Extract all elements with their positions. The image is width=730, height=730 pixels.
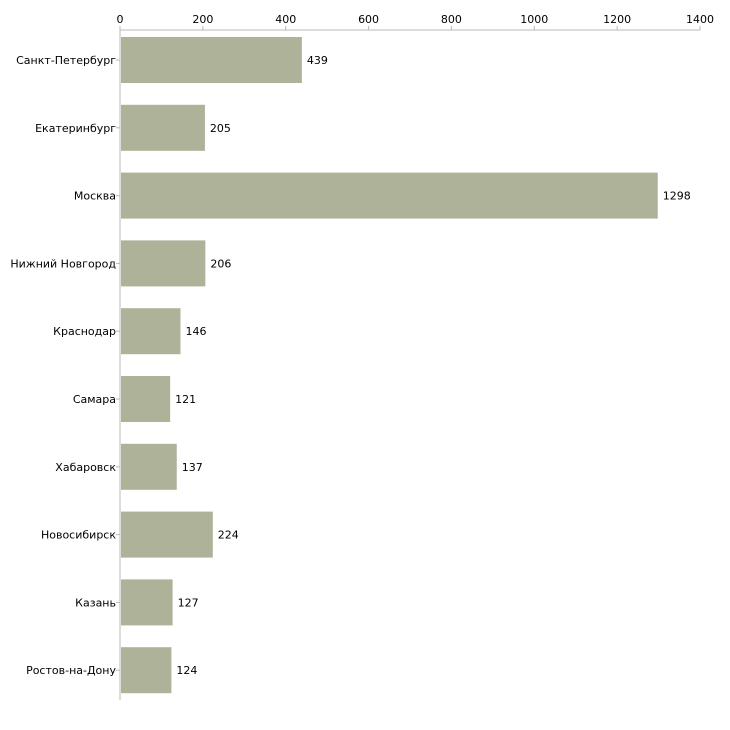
- category-label: Москва: [74, 190, 116, 203]
- category-label: Санкт-Петербург: [16, 54, 116, 67]
- bar: [121, 308, 181, 355]
- value-label: 1298: [663, 190, 691, 203]
- value-label: 205: [210, 122, 231, 135]
- value-label: 137: [182, 461, 203, 474]
- value-label: 206: [210, 257, 231, 270]
- bar: [121, 172, 658, 219]
- x-tick-label: 1200: [603, 13, 631, 26]
- category-label: Хабаровск: [55, 461, 116, 474]
- bar: [121, 511, 213, 558]
- x-tick-label: 800: [441, 13, 462, 26]
- bar: [121, 240, 206, 287]
- bar: [121, 104, 205, 151]
- value-labels: 439 205 1298 206 146 121 137 224 127 124: [175, 54, 691, 677]
- value-label: 127: [178, 596, 199, 609]
- bar: [121, 647, 172, 694]
- category-label: Ростов-на-Дону: [26, 664, 116, 677]
- x-tick-label: 1000: [520, 13, 548, 26]
- value-label: 121: [175, 393, 196, 406]
- bars: [121, 37, 658, 694]
- bar: [121, 579, 173, 626]
- x-tick-label: 400: [275, 13, 296, 26]
- value-label: 124: [176, 664, 197, 677]
- x-axis: 0 200 400 600 800 1000 1200 1400: [117, 13, 714, 31]
- value-label: 439: [307, 54, 328, 67]
- bar: [121, 376, 171, 422]
- category-label: Самара: [73, 393, 116, 406]
- category-label: Новосибирск: [41, 529, 116, 542]
- x-tick-label: 0: [117, 13, 124, 26]
- x-tick-label: 600: [358, 13, 379, 26]
- category-label: Казань: [75, 596, 116, 609]
- y-axis: Санкт-Петербург Екатеринбург Москва Нижний …: [10, 30, 121, 700]
- x-tick-label: 200: [192, 13, 213, 26]
- value-label: 224: [218, 529, 239, 542]
- value-label: 146: [185, 325, 206, 338]
- bar: [121, 37, 302, 83]
- category-label: Краснодар: [53, 325, 116, 338]
- bar: [121, 443, 177, 490]
- x-tick-label: 1400: [686, 13, 714, 26]
- category-label: Екатеринбург: [35, 122, 116, 135]
- category-label: Нижний Новгород: [10, 257, 116, 270]
